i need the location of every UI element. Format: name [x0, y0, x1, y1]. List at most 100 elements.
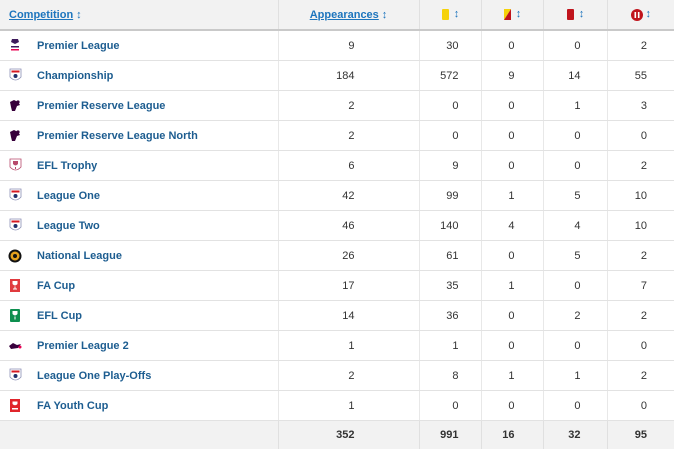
red-cards-cell: 2	[543, 300, 608, 331]
substituted-off-cell: 10	[607, 180, 674, 211]
red-cards-cell: 4	[543, 210, 608, 241]
appearances-cell: 1	[278, 330, 420, 361]
table-row: League One Play-Offs 2 8 1 1 2	[0, 360, 674, 391]
red-cards-cell: 5	[543, 240, 608, 271]
efl-logo-icon	[8, 218, 22, 234]
competition-cell: Premier League 2	[0, 330, 279, 361]
table-body: Premier League 9 30 0 0 2 Championship 1…	[0, 30, 674, 421]
red-cards-cell: 0	[543, 270, 608, 301]
efl-logo-icon	[8, 368, 22, 384]
appearances-cell: 42	[278, 180, 420, 211]
competition-name: EFL Trophy	[37, 159, 98, 172]
substituted-off-cell: 55	[607, 60, 674, 91]
competition-cell: Championship	[0, 60, 279, 91]
yellow-red-cards-cell: 1	[481, 360, 544, 391]
yellow-red-cards-cell: 0	[481, 150, 544, 181]
competition-cell: Premier League	[0, 30, 279, 61]
competition-sort-link[interactable]: Competition	[9, 8, 74, 21]
substituted-off-cell: 7	[607, 270, 674, 301]
appearances-cell: 14	[278, 300, 420, 331]
red-cards-cell: 14	[543, 60, 608, 91]
sort-arrows-icon[interactable]: ↕	[76, 8, 82, 21]
competition-cell: EFL Cup	[0, 300, 279, 331]
competition-name: EFL Cup	[37, 309, 83, 322]
yellow-red-cards-cell: 4	[481, 210, 544, 241]
table-row: Premier League 2 1 1 0 0 0	[0, 330, 674, 361]
appearances-cell: 26	[278, 240, 420, 271]
red-cards-column-header[interactable]: ↕	[543, 0, 608, 31]
yellow-red-card-icon	[503, 8, 511, 20]
competition-cell: League Two	[0, 210, 279, 241]
appearances-sort-link[interactable]: Appearances	[309, 8, 379, 21]
competition-cell: Premier Reserve League North	[0, 120, 279, 151]
yellow-red-cards-cell: 0	[481, 240, 544, 271]
totals-row: 352 991 16 32 95	[0, 420, 674, 449]
totals-label-cell	[0, 420, 279, 449]
efl-cup-logo-icon	[8, 308, 22, 324]
substituted-off-cell: 0	[607, 330, 674, 361]
yellow-red-cards-cell: 0	[481, 120, 544, 151]
table-row: League Two 46 140 4 4 10	[0, 210, 674, 241]
sort-arrows-icon[interactable]: ↕	[515, 8, 522, 21]
fa-youth-cup-logo-icon	[8, 398, 22, 414]
yellow-cards-cell: 0	[419, 90, 482, 121]
competition-cell: League One Play-Offs	[0, 360, 279, 391]
competition-cell: League One	[0, 180, 279, 211]
table-row: Championship 184 572 9 14 55	[0, 60, 674, 91]
sort-arrows-icon[interactable]: ↕	[645, 8, 652, 21]
yellow-red-cards-cell: 0	[481, 30, 544, 61]
table-row: EFL Cup 14 36 0 2 2	[0, 300, 674, 331]
table-row: FA Youth Cup 1 0 0 0 0	[0, 390, 674, 421]
yellow-cards-column-header[interactable]: ↕	[419, 0, 482, 31]
total-red-cards: 32	[543, 420, 608, 449]
substituted-off-cell: 0	[607, 120, 674, 151]
competition-cell: FA Youth Cup	[0, 390, 279, 421]
sort-arrows-icon[interactable]: ↕	[381, 8, 388, 21]
yellow-card-icon	[441, 8, 449, 20]
sort-arrows-icon[interactable]: ↕	[453, 8, 460, 21]
appearances-column-header[interactable]: Appearances ↕	[278, 0, 420, 31]
substituted-off-cell: 2	[607, 360, 674, 391]
yellow-red-cards-cell: 0	[481, 90, 544, 121]
premier-reserve-logo-icon	[8, 128, 22, 144]
red-cards-cell: 0	[543, 120, 608, 151]
substituted-off-cell: 0	[607, 390, 674, 421]
competition-name: League One Play-Offs	[37, 369, 152, 382]
total-yellow-cards: 991	[419, 420, 482, 449]
yellow-red-cards-cell: 1	[481, 270, 544, 301]
premier-league-2-logo-icon	[8, 338, 22, 354]
competition-cell: Premier Reserve League	[0, 90, 279, 121]
substituted-off-column-header[interactable]: ↕	[607, 0, 674, 31]
appearances-cell: 6	[278, 150, 420, 181]
total-appearances: 352	[278, 420, 420, 449]
competition-name: FA Cup	[37, 279, 76, 292]
competition-cell: FA Cup	[0, 270, 279, 301]
competition-name: League Two	[37, 219, 100, 232]
substituted-off-cell: 2	[607, 240, 674, 271]
red-cards-cell: 0	[543, 30, 608, 61]
competition-column-header[interactable]: Competition ↕	[0, 0, 279, 31]
yellow-cards-cell: 99	[419, 180, 482, 211]
competition-name: League One	[37, 189, 100, 202]
table-row: EFL Trophy 6 9 0 0 2	[0, 150, 674, 181]
premier-reserve-logo-icon	[8, 98, 22, 114]
fa-cup-logo-icon	[8, 278, 22, 294]
yellow-red-cards-cell: 1	[481, 180, 544, 211]
appearances-cell: 2	[278, 90, 420, 121]
red-card-icon	[566, 8, 574, 20]
yellow-red-cards-cell: 0	[481, 330, 544, 361]
competition-name: FA Youth Cup	[37, 399, 109, 412]
table-row: National League 26 61 0 5 2	[0, 240, 674, 271]
substituted-off-cell: 2	[607, 150, 674, 181]
table-row: League One 42 99 1 5 10	[0, 180, 674, 211]
competition-name: Premier Reserve League	[37, 99, 166, 112]
red-cards-cell: 1	[543, 360, 608, 391]
yellow-red-cards-cell: 9	[481, 60, 544, 91]
yellow-cards-cell: 572	[419, 60, 482, 91]
competition-name: National League	[37, 249, 122, 262]
sort-arrows-icon[interactable]: ↕	[578, 8, 585, 21]
appearances-cell: 17	[278, 270, 420, 301]
yellow-cards-cell: 30	[419, 30, 482, 61]
yellow-red-cards-column-header[interactable]: ↕	[481, 0, 544, 31]
